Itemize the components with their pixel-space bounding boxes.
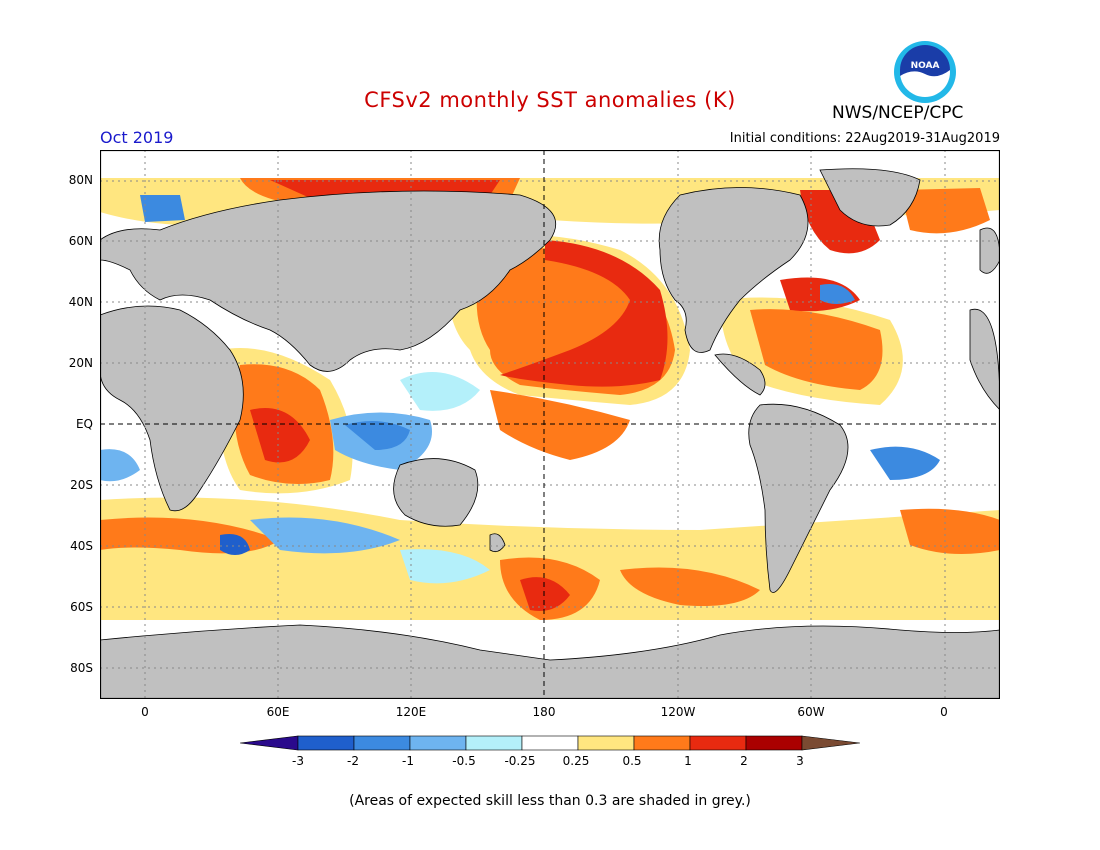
skill-footnote: (Areas of expected skill less than 0.3 a… [349,793,751,809]
colorbar-segment [521,735,579,751]
colorbar-segment [297,735,355,751]
lat-label: 20S [70,478,93,492]
colorbar [240,735,860,751]
colorbar-end-high [801,735,860,751]
lon-label: 180 [532,705,556,719]
lat-label: 40S [70,539,93,553]
lat-label: 60S [70,600,93,614]
colorbar-label: 0.5 [622,754,642,768]
logo-lettering: NOAA [911,61,940,71]
colorbar-end-low [240,735,299,751]
lon-label: 120W [660,705,696,719]
colorbar-label: 0.25 [562,754,590,768]
colorbar-label: -1 [402,754,414,768]
lat-label: 80S [70,661,93,675]
colorbar-segment [409,735,467,751]
lat-label: 80N [68,173,93,187]
colorbar-label: -3 [292,754,304,768]
lat-label: EQ [75,417,93,431]
colorbar-segment [577,735,635,751]
lon-label: 60E [266,705,290,719]
lon-label: 0 [141,705,149,719]
colorbar-segment [689,735,747,751]
colorbar-label: -0.5 [452,754,476,768]
colorbar-label: 2 [740,754,748,768]
map-title: CFSv2 monthly SST anomalies (K) [364,88,736,112]
colorbar-segment [633,735,691,751]
lon-label: 0 [940,705,948,719]
colorbar-label: -2 [347,754,359,768]
lon-label: 120E [395,705,427,719]
sst-anomaly-map [100,150,1000,699]
colorbar-segment [745,735,803,751]
colorbar-segment [465,735,523,751]
initial-conditions: Initial conditions: 22Aug2019-31Aug2019 [729,131,1000,146]
colorbar-label: -0.25 [504,754,536,768]
agency-label: NWS/NCEP/CPC [832,103,964,123]
colorbar-label: 3 [796,754,804,768]
lon-label: 60W [797,705,825,719]
map-frame [100,150,1000,699]
noaa-logo: NOAA [894,41,956,103]
lat-label: 20N [68,356,93,370]
equator-dateline [100,150,1000,699]
forecast-month: Oct 2019 [100,128,174,147]
colorbar-label: 1 [684,754,692,768]
colorbar-segment [353,735,411,751]
map-gridlines [100,150,1000,699]
lat-label: 60N [68,234,93,248]
land-masses [100,168,1000,699]
lat-label: 40N [68,295,93,309]
